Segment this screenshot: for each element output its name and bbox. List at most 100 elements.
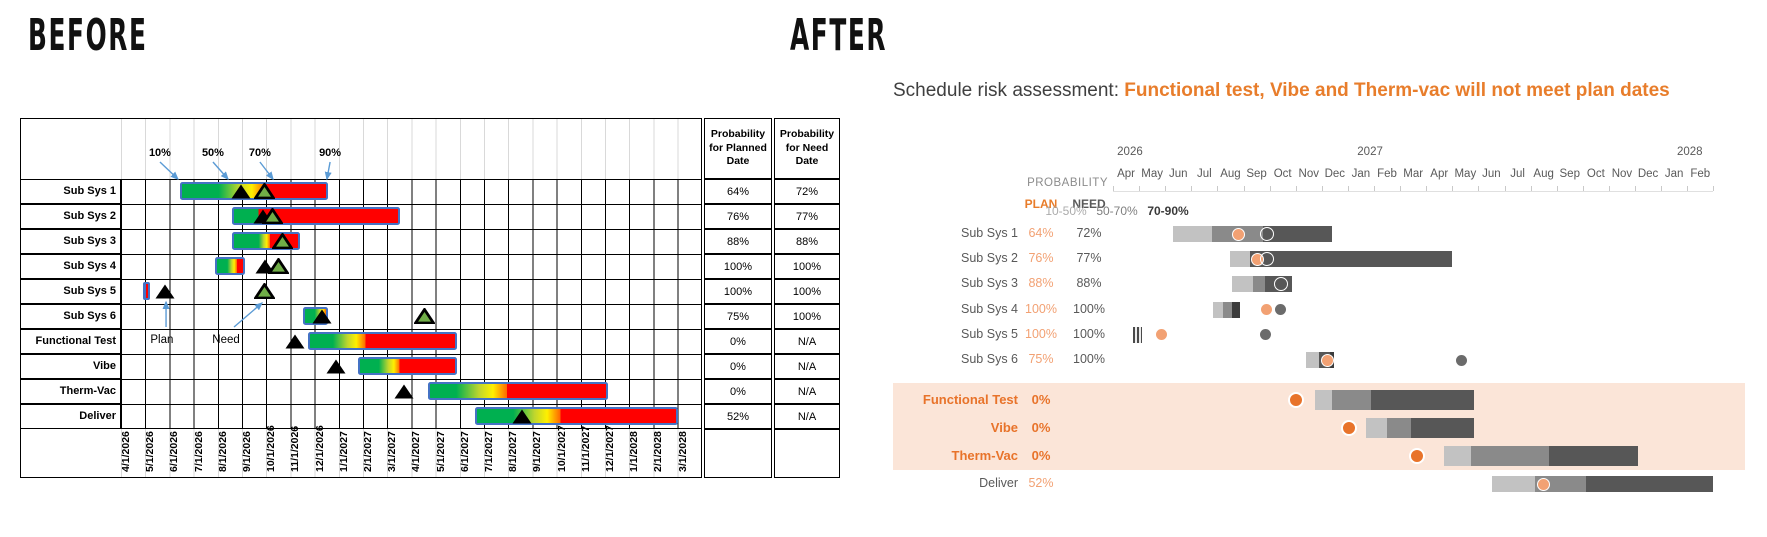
task-bar xyxy=(180,182,328,200)
need-date-dot xyxy=(1456,354,1468,366)
need-date-triangle xyxy=(267,258,289,274)
timeline-tick xyxy=(1713,186,1715,191)
timeline-tick xyxy=(1556,186,1558,191)
after-bar-segment xyxy=(1252,276,1265,293)
prob-need-footer xyxy=(774,429,840,478)
after-headline: Schedule risk assessment: Functional tes… xyxy=(893,80,1670,102)
timeline-month-label: Jan xyxy=(1664,168,1684,180)
timeline-month-label: Jun xyxy=(1482,168,1501,180)
plan-date-triangle xyxy=(312,309,332,324)
prob-need-value: N/A xyxy=(774,354,840,379)
after-plan-value: 75% xyxy=(1028,352,1054,366)
timeline-tick xyxy=(1530,186,1532,191)
grid-row xyxy=(121,229,702,254)
before-panel-title: BEFORE xyxy=(28,10,148,62)
timeline-tick xyxy=(1426,186,1428,191)
prob-planned-value: 64% xyxy=(704,179,772,204)
before-chart: Sub Sys 1 Sub Sys 2 Sub Sys 3 Sub Sys 4 Sub … xyxy=(0,0,840,537)
after-plan-value: 100% xyxy=(1025,301,1057,316)
prob-need-value: 72% xyxy=(774,179,840,204)
timeline-month-label: Dec xyxy=(1324,168,1346,180)
after-bar-segment xyxy=(1232,276,1253,293)
timeline-year-label: 2028 xyxy=(1677,146,1703,158)
timeline-tick xyxy=(1478,186,1480,191)
row-label: Sub Sys 4 xyxy=(20,254,121,279)
after-plan-value: 76% xyxy=(1028,251,1054,266)
need-note-label: Need xyxy=(212,334,240,346)
after-bar-segment xyxy=(1222,301,1232,318)
headline-prefix: Schedule risk assessment: xyxy=(893,80,1125,101)
prob-need-value: N/A xyxy=(774,379,840,404)
after-plan-value: 0% xyxy=(1031,448,1051,463)
after-bar-segment xyxy=(1229,251,1251,268)
timeline-year-label: 2027 xyxy=(1357,146,1383,158)
after-plan-value: 88% xyxy=(1028,276,1054,291)
prob-need-value: N/A xyxy=(774,329,840,354)
prob-need-value: 100% xyxy=(774,254,840,279)
timeline-month-label: Oct xyxy=(1273,168,1292,180)
prob-planned-footer xyxy=(704,429,772,478)
plan-date-triangle xyxy=(326,359,346,374)
after-need-value: 100% xyxy=(1073,301,1105,316)
plan-date-dot xyxy=(1231,227,1245,241)
timeline-tick xyxy=(1243,186,1245,191)
timeline-tick xyxy=(1687,186,1689,191)
percentile-callout-label: 90% xyxy=(319,147,342,159)
after-plan-value: 0% xyxy=(1031,392,1051,407)
after-need-value: 100% xyxy=(1073,326,1105,341)
timeline-month-label: Jul xyxy=(1196,168,1212,180)
after-need-value: 88% xyxy=(1076,276,1102,291)
after-need-value: 100% xyxy=(1073,352,1105,366)
timeline-month-label: Jul xyxy=(1510,168,1525,180)
probability-column-header: PROBABILITY xyxy=(1027,177,1108,189)
prob-need-value: 77% xyxy=(774,204,840,229)
need-date-triangle xyxy=(254,183,276,199)
after-bar-segment xyxy=(1315,390,1332,410)
after-row-label: Sub Sys 1 xyxy=(961,226,1018,240)
after-bar-segment xyxy=(1250,251,1453,268)
task-bar xyxy=(214,257,245,275)
after-row-label: Sub Sys 4 xyxy=(961,301,1018,316)
after-plan-value: 64% xyxy=(1028,226,1054,240)
timeline-tick xyxy=(1661,186,1663,191)
timeline-tick xyxy=(1374,186,1375,191)
row-label: Sub Sys 6 xyxy=(20,304,121,329)
timeline-tick xyxy=(1400,186,1402,191)
need-column-header: NEED xyxy=(1072,197,1106,211)
prob-planned-value: 0% xyxy=(704,354,772,379)
plan-date-triangle xyxy=(394,384,414,399)
timeline-tick xyxy=(1113,186,1114,191)
after-bar-segment xyxy=(1173,226,1212,242)
row-label: Deliver xyxy=(20,404,121,429)
timeline-month-label: Nov xyxy=(1298,168,1319,180)
after-bar-segment xyxy=(1491,476,1536,492)
plan-date-dot xyxy=(1536,477,1550,491)
after-need-value: 77% xyxy=(1076,251,1102,266)
timeline-month-label: Feb xyxy=(1377,168,1397,180)
timeline-tick xyxy=(1582,186,1584,191)
prob-planned-value: 100% xyxy=(704,254,772,279)
prob-need-header: Probability for Need Date xyxy=(774,118,840,179)
after-bar-segment xyxy=(1305,352,1319,368)
after-bar-segment xyxy=(1133,326,1142,343)
prob-planned-header: Probability for Planned Date xyxy=(704,118,772,179)
after-bar-segment xyxy=(1387,418,1412,438)
plan-date-dot xyxy=(1409,448,1426,464)
after-row-label: Sub Sys 2 xyxy=(961,251,1018,266)
before-date-zone xyxy=(121,429,701,477)
need-date-triangle xyxy=(262,208,284,224)
need-date-triangle xyxy=(254,283,276,299)
plan-date-triangle xyxy=(155,284,175,299)
timeline-tick xyxy=(1504,186,1506,191)
timeline-month-label: Apr xyxy=(1430,168,1449,180)
plan-column-header: PLAN xyxy=(1024,197,1058,211)
plan-date-triangle xyxy=(285,334,305,349)
need-date-ring xyxy=(1259,227,1274,241)
prob-planned-value: 75% xyxy=(704,304,772,329)
prob-planned-value: 52% xyxy=(704,404,772,429)
after-row-label: Functional Test xyxy=(922,392,1018,407)
timeline-month-label: Dec xyxy=(1637,168,1659,180)
percentile-callout-label: 50% xyxy=(201,147,224,159)
grid-row xyxy=(121,204,702,229)
